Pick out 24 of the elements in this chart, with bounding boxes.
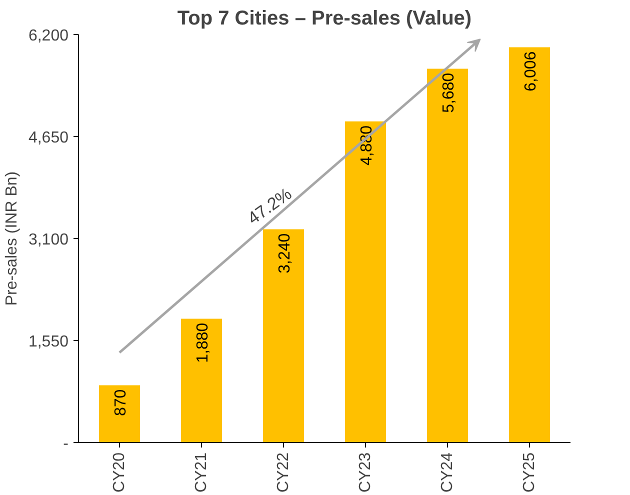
bar <box>181 318 222 442</box>
x-tick-label: CY24 <box>439 452 456 493</box>
x-tick-label: CY21 <box>193 452 210 493</box>
x-tick-label: CY23 <box>357 452 374 493</box>
chart-title: Top 7 Cities – Pre-sales (Value) <box>177 8 472 30</box>
y-axis-title: Pre-sales (INR Bn) <box>3 171 20 306</box>
x-tick-label: CY22 <box>275 452 292 493</box>
bar <box>427 68 468 442</box>
data-label: 1,880 <box>194 322 212 363</box>
data-label: 3,240 <box>276 233 294 274</box>
x-tick-label: CY25 <box>521 452 538 493</box>
y-tick-label: 6,200 <box>28 28 69 44</box>
y-tick-label: - <box>63 436 68 452</box>
data-label: 6,006 <box>522 51 540 92</box>
x-tick-label: CY20 <box>111 452 128 493</box>
y-tick-label: 3,100 <box>28 232 69 248</box>
bar <box>263 229 304 442</box>
y-tick-label: 1,550 <box>28 334 69 350</box>
data-label: 870 <box>112 389 130 416</box>
data-label: 5,680 <box>440 72 458 113</box>
bar <box>345 121 386 442</box>
bar <box>509 47 550 442</box>
bar <box>99 385 140 442</box>
y-tick-label: 4,650 <box>28 130 69 146</box>
